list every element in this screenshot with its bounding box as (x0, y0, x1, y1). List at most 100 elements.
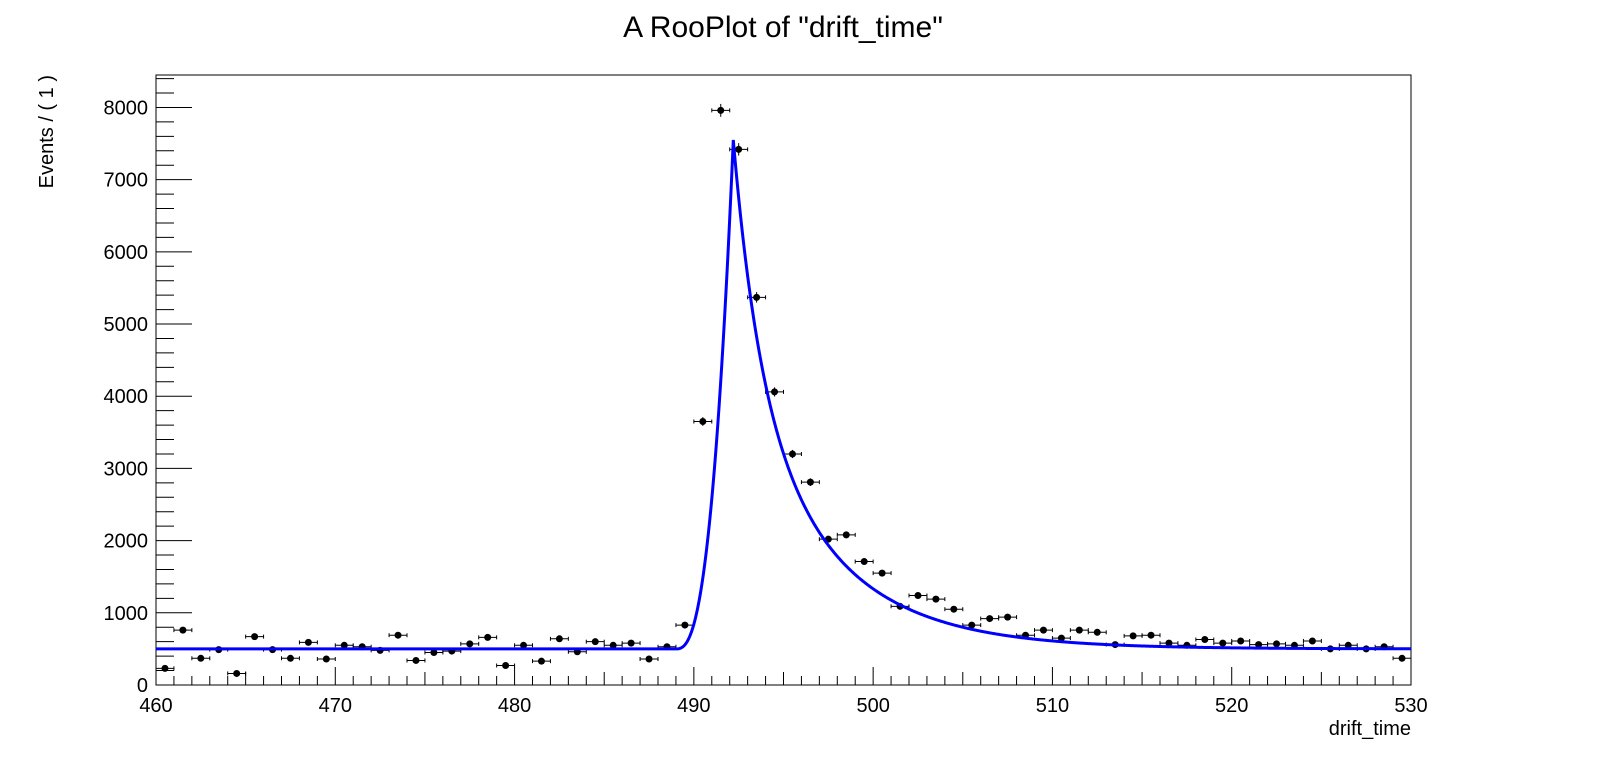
data-marker (878, 569, 886, 577)
data-point (1213, 639, 1233, 647)
data-point (1141, 631, 1161, 639)
y-tick-label: 8000 (104, 97, 149, 119)
data-point (406, 656, 426, 664)
data-marker (645, 655, 653, 663)
data-point (316, 655, 336, 663)
data-point (155, 664, 175, 672)
data-point (1069, 626, 1089, 634)
data-point (1231, 637, 1251, 645)
data-point (693, 417, 713, 426)
data-point (980, 615, 1000, 623)
x-tick-label: 470 (319, 695, 352, 717)
data-marker (340, 641, 348, 649)
data-point (173, 626, 193, 634)
y-tick-label: 5000 (104, 314, 149, 336)
y-tick-label: 1000 (104, 603, 149, 625)
x-tick-label: 500 (856, 695, 889, 717)
data-marker (1201, 636, 1209, 644)
data-point (298, 638, 318, 646)
data-marker (233, 669, 241, 677)
data-marker (788, 450, 796, 458)
data-point (388, 631, 408, 639)
data-point (585, 638, 605, 646)
data-point (675, 621, 695, 629)
data-point (1302, 637, 1322, 645)
fit-curve (156, 139, 1411, 651)
data-point (549, 635, 569, 643)
data-point (800, 478, 820, 486)
data-point (639, 655, 659, 663)
data-point (478, 633, 498, 641)
y-axis-ticks (156, 78, 192, 686)
data-point (191, 654, 211, 662)
data-marker (197, 654, 205, 662)
data-marker (986, 615, 994, 623)
data-marker (161, 664, 169, 672)
data-marker (1344, 641, 1352, 649)
data-marker (627, 639, 635, 647)
data-marker (591, 638, 599, 646)
chart-title: A RooPlot of "drift_time" (623, 11, 943, 44)
data-marker (1004, 613, 1012, 621)
x-tick-label: 480 (498, 695, 531, 717)
y-axis-tick-labels: 0 1000 2000 3000 4000 5000 6000 7000 8000 (104, 97, 149, 697)
data-point (1338, 641, 1358, 649)
data-marker (735, 145, 743, 153)
y-tick-label: 6000 (104, 242, 149, 264)
data-point (926, 595, 946, 603)
x-tick-label: 520 (1215, 695, 1248, 717)
data-marker (466, 640, 474, 648)
data-marker (251, 633, 259, 641)
data-marker (950, 605, 958, 613)
data-point (532, 657, 551, 665)
data-marker (771, 388, 779, 396)
data-point (1267, 640, 1286, 648)
data-marker (842, 531, 850, 539)
data-marker (394, 631, 402, 639)
data-marker (699, 418, 707, 426)
data-point (944, 605, 964, 613)
data-marker (520, 641, 528, 649)
data-marker (1039, 626, 1047, 634)
data-point (1392, 654, 1412, 662)
data-marker (932, 595, 940, 603)
data-marker (286, 654, 294, 662)
data-marker (1237, 637, 1245, 645)
data-marker (412, 656, 420, 664)
data-marker (1255, 641, 1263, 649)
data-marker (430, 649, 438, 657)
y-axis-label: Events / ( 1 ) (36, 75, 58, 188)
plot-frame (155, 74, 1412, 686)
y-tick-label: 3000 (104, 458, 149, 480)
x-axis-ticks (155, 667, 1412, 685)
data-point (460, 640, 480, 648)
x-axis-tick-labels: 460 470 480 490 500 510 520 530 (139, 695, 1427, 717)
data-point (281, 654, 300, 662)
data-point (1051, 634, 1071, 642)
data-marker (1129, 632, 1137, 640)
y-tick-label: 2000 (104, 531, 149, 553)
data-point (227, 669, 247, 677)
data-marker (1398, 654, 1406, 662)
x-tick-label: 490 (677, 695, 710, 717)
data-point (1195, 636, 1215, 644)
data-marker (1147, 631, 1155, 639)
data-marker (555, 635, 563, 643)
x-axis-label: drift_time (1329, 718, 1411, 740)
data-marker (806, 478, 814, 486)
data-marker (681, 621, 689, 629)
data-point (908, 591, 928, 599)
data-point (872, 569, 892, 577)
data-marker (717, 106, 725, 114)
x-tick-label: 530 (1394, 695, 1427, 717)
data-point (1034, 626, 1053, 634)
data-point (621, 639, 641, 647)
data-point (854, 558, 874, 566)
data-marker (502, 662, 510, 670)
data-marker (322, 655, 330, 663)
y-tick-label: 4000 (104, 386, 149, 408)
data-point (603, 641, 623, 649)
data-marker (1093, 628, 1101, 636)
x-tick-label: 510 (1036, 695, 1069, 717)
